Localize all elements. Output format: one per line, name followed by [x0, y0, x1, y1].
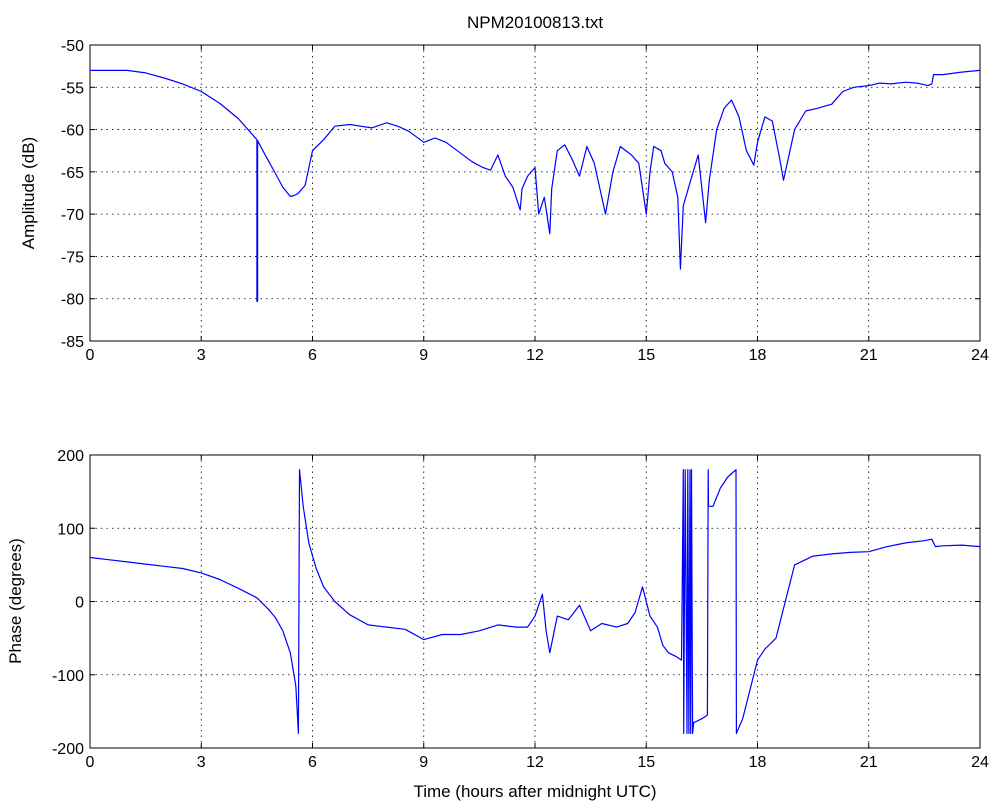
- phase-ticks: 0 3 6 9 12 15 18 21 24 -200 -100 0 100 200: [52, 448, 989, 771]
- amplitude-ytick-label: -70: [61, 207, 84, 224]
- amplitude-ytick-label: -65: [61, 165, 84, 182]
- amplitude-ytick-label: -85: [61, 334, 84, 351]
- amplitude-grid: [90, 45, 980, 341]
- amplitude-ytick-label: -75: [61, 249, 84, 266]
- phase-xtick-label: 21: [860, 754, 878, 771]
- phase-xlabel: Time (hours after midnight UTC): [413, 782, 656, 801]
- phase-xtick-label: 6: [308, 754, 317, 771]
- phase-xtick-label: 24: [971, 754, 989, 771]
- phase-ytick-label: 100: [57, 521, 84, 538]
- amplitude-xtick-label: 15: [637, 347, 655, 364]
- phase-ytick-label: -100: [52, 668, 84, 685]
- phase-ylabel: Phase (degrees): [6, 538, 25, 664]
- phase-plot: 0 3 6 9 12 15 18 21 24 -200 -100 0 100 200 Phase (deg…: [6, 448, 989, 801]
- amplitude-xtick-label: 21: [860, 347, 878, 364]
- phase-ytick-label: 200: [57, 448, 84, 465]
- phase-xtick-label: 18: [749, 754, 767, 771]
- amplitude-ytick-label: -80: [61, 292, 84, 309]
- amplitude-series-line: [90, 69, 981, 302]
- amplitude-ticks: 0 3 6 9 12 15 18 21 24 -85 -80 -75 -70 -65 -60 -55 -50: [61, 38, 989, 364]
- amplitude-xtick-label: 0: [86, 347, 95, 364]
- amplitude-ylabel: Amplitude (dB): [19, 137, 38, 249]
- amplitude-ytick-label: -50: [61, 38, 84, 55]
- phase-xtick-label: 3: [197, 754, 206, 771]
- amplitude-plot: 0 3 6 9 12 15 18 21 24 -85 -80 -75 -70 -65 -60 -55 -50 A…: [19, 38, 989, 364]
- phase-xtick-label: 0: [86, 754, 95, 771]
- phase-grid: [90, 455, 980, 748]
- amplitude-xtick-label: 3: [197, 347, 206, 364]
- figure-title: NPM20100813.txt: [467, 13, 603, 32]
- phase-ytick-label: 0: [75, 595, 84, 612]
- phase-series: [89, 469, 981, 735]
- amplitude-xtick-label: 9: [419, 347, 428, 364]
- amplitude-ytick-label: -60: [61, 123, 84, 140]
- phase-xtick-label: 12: [526, 754, 544, 771]
- amplitude-xtick-label: 6: [308, 347, 317, 364]
- amplitude-xtick-label: 18: [749, 347, 767, 364]
- phase-ytick-label: -200: [52, 741, 84, 758]
- amplitude-series: [90, 69, 981, 302]
- amplitude-xtick-label: 12: [526, 347, 544, 364]
- phase-xtick-label: 9: [419, 754, 428, 771]
- amplitude-ytick-label: -55: [61, 80, 84, 97]
- phase-xtick-label: 15: [637, 754, 655, 771]
- amplitude-xtick-label: 24: [971, 347, 989, 364]
- phase-series-line: [89, 469, 981, 735]
